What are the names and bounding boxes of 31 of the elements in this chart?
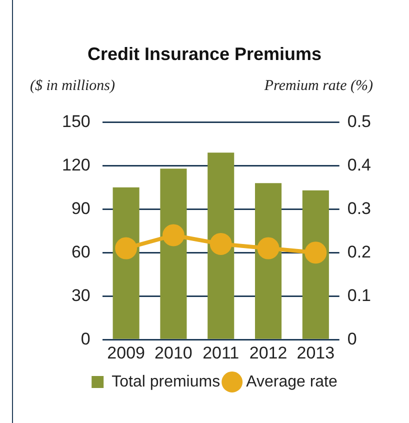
y2-tick-label: 0.5 xyxy=(347,112,372,131)
y2-tick-label: 0.3 xyxy=(347,198,372,218)
x-tick-label: 2010 xyxy=(154,343,192,362)
point xyxy=(115,237,138,260)
y-tick-label: 60 xyxy=(71,242,90,262)
point xyxy=(162,224,184,246)
point xyxy=(210,232,232,255)
legend-label: Total premiums xyxy=(112,373,220,390)
bar xyxy=(254,183,282,339)
y-tick-label: 90 xyxy=(71,198,90,218)
y2-axis-title: Premium rate (%) xyxy=(264,78,373,95)
y-tick-label: 0 xyxy=(80,329,90,348)
x-tick-label: 2013 xyxy=(296,343,335,362)
point xyxy=(257,237,280,260)
x-tick-label: 2009 xyxy=(107,343,145,362)
x-tick-label: 2012 xyxy=(249,343,288,362)
legend-label: Average rate xyxy=(246,373,338,390)
y2-tick-label: 0.1 xyxy=(347,286,372,305)
bar xyxy=(208,152,234,339)
y2-tick-label: 0.2 xyxy=(347,242,372,262)
y2-tick-label: 0 xyxy=(347,329,357,348)
y2-tick-label: 0.4 xyxy=(347,155,372,174)
y-tick-label: 120 xyxy=(62,155,90,174)
bar xyxy=(302,190,329,339)
y-axis-title: ($ in millions) xyxy=(30,78,115,95)
y-tick-label: 150 xyxy=(62,112,90,131)
chart-title: Credit Insurance Premiums xyxy=(86,44,323,65)
x-tick-label: 2011 xyxy=(202,343,240,362)
point xyxy=(304,242,327,264)
bar xyxy=(160,168,187,339)
y-tick-label: 30 xyxy=(71,286,90,305)
